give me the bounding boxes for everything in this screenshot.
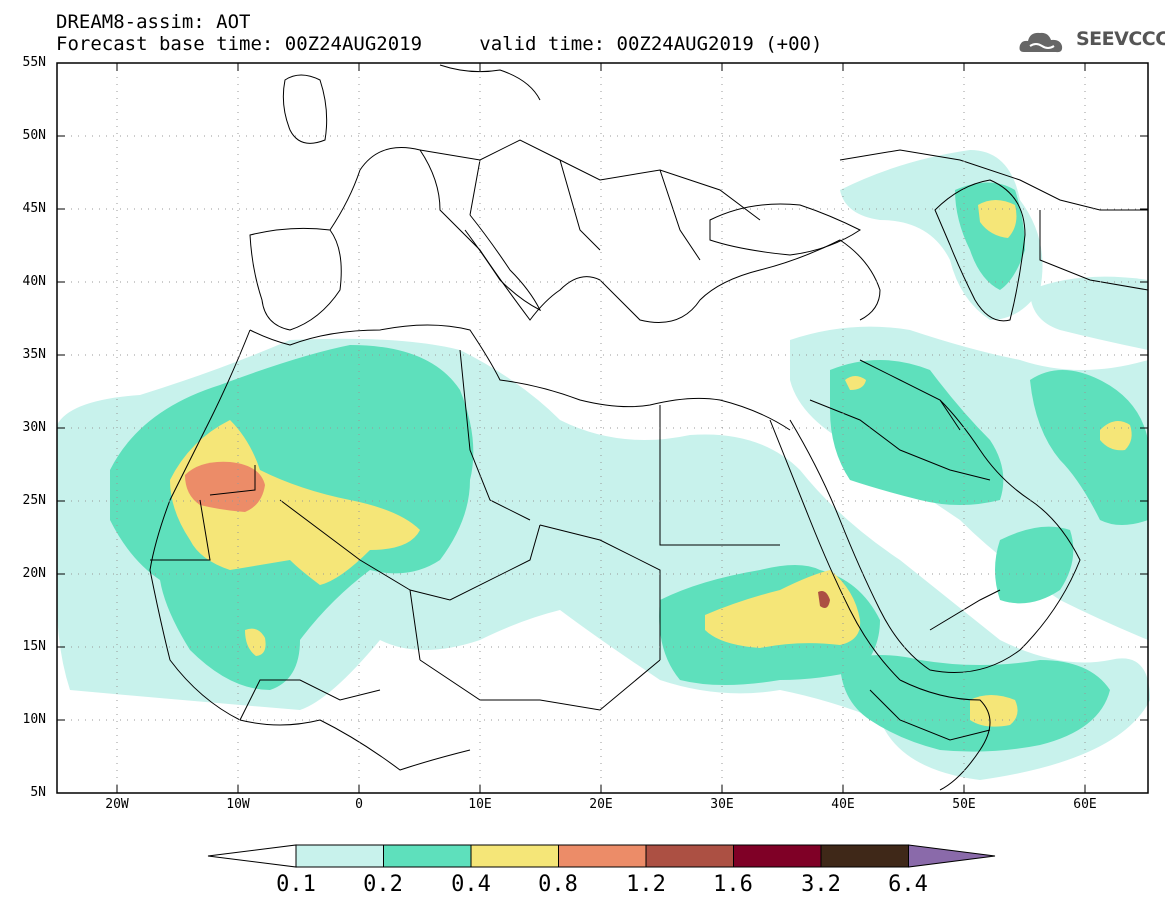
lon-label-40e: 40E — [813, 797, 873, 812]
colorbar-label-1-2: 1.2 — [616, 872, 676, 897]
border-central-africa — [420, 660, 660, 710]
lon-label-50e: 50E — [934, 797, 994, 812]
lon-label-10w: 10W — [208, 797, 268, 812]
lon-label-60e: 60E — [1055, 797, 1115, 812]
lat-label-40n: 40N — [6, 274, 46, 289]
colorbar-bin-6 — [734, 845, 822, 867]
coastline-italy — [465, 215, 540, 310]
colorbar-label-0-1: 0.1 — [266, 872, 326, 897]
colorbar-label-0-2: 0.2 — [353, 872, 413, 897]
coastline-europe — [330, 148, 880, 323]
colorbar-label-3-2: 3.2 — [791, 872, 851, 897]
lon-label-10e: 10E — [450, 797, 510, 812]
colorbar-bin-2 — [384, 845, 472, 867]
colorbar-bin-4 — [559, 845, 647, 867]
colorbar-bin-1 — [296, 845, 384, 867]
lon-label-0: 0 — [329, 797, 389, 812]
lat-label-55n: 55N — [6, 55, 46, 70]
colorbar-label-6-4: 6.4 — [878, 872, 938, 897]
lat-label-35n: 35N — [6, 347, 46, 362]
colorbar-label-0-4: 0.4 — [441, 872, 501, 897]
lon-label-20w: 20W — [87, 797, 147, 812]
colorbar-bin-3 — [471, 845, 559, 867]
lat-label-15n: 15N — [6, 639, 46, 654]
contour-0-1-east — [1030, 277, 1148, 350]
lat-label-10n: 10N — [6, 712, 46, 727]
colorbar — [208, 845, 995, 867]
border-europe-countries — [420, 140, 760, 260]
colorbar-bin-7 — [821, 845, 909, 867]
lon-label-30e: 30E — [692, 797, 752, 812]
lon-label-20e: 20E — [571, 797, 631, 812]
coastline-scandinavia — [440, 65, 540, 100]
colorbar-label-1-6: 1.6 — [703, 872, 763, 897]
lat-label-45n: 45N — [6, 201, 46, 216]
colorbar-low-arrow — [208, 845, 296, 867]
lat-label-30n: 30N — [6, 420, 46, 435]
lat-label-20n: 20N — [6, 566, 46, 581]
aot-contours — [57, 150, 1150, 780]
coastline-iberia — [250, 228, 341, 330]
lat-label-50n: 50N — [6, 128, 46, 143]
colorbar-bin-5 — [646, 845, 734, 867]
colorbar-label-0-8: 0.8 — [528, 872, 588, 897]
lat-label-25n: 25N — [6, 493, 46, 508]
coastline-uk — [283, 75, 326, 143]
coastline-black-sea — [710, 204, 860, 255]
lat-label-5n: 5N — [6, 785, 46, 800]
colorbar-high-arrow — [909, 845, 996, 867]
